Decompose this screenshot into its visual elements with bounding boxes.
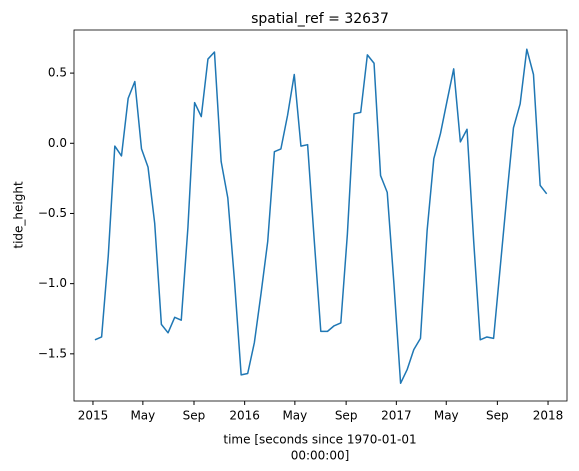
- x-tick-label: 2018: [533, 409, 564, 423]
- y-tick-label: 0.0: [48, 136, 67, 150]
- x-tick-label: 2015: [78, 409, 109, 423]
- x-tick-label: May: [282, 409, 307, 423]
- x-tick-label: May: [130, 409, 155, 423]
- y-axis-label: tide_height: [12, 181, 26, 249]
- y-tick-label: 0.5: [48, 66, 67, 80]
- y-tick-label: −1.0: [38, 276, 67, 290]
- x-tick-label: Sep: [486, 409, 509, 423]
- chart-title: spatial_ref = 32637: [251, 11, 389, 27]
- x-tick-label: 2016: [229, 409, 260, 423]
- x-axis-label: time [seconds since 1970-01-01: [223, 433, 416, 447]
- x-tick-label: 2017: [381, 409, 412, 423]
- x-tick-label: Sep: [183, 409, 206, 423]
- data-line: [94, 48, 548, 385]
- x-tick-label: Sep: [335, 409, 358, 423]
- y-tick-label: −1.5: [38, 346, 67, 360]
- x-axis-label: 00:00:00]: [291, 449, 350, 463]
- plot-frame: [73, 29, 568, 402]
- y-tick-label: −0.5: [38, 206, 67, 220]
- x-tick-label: May: [434, 409, 459, 423]
